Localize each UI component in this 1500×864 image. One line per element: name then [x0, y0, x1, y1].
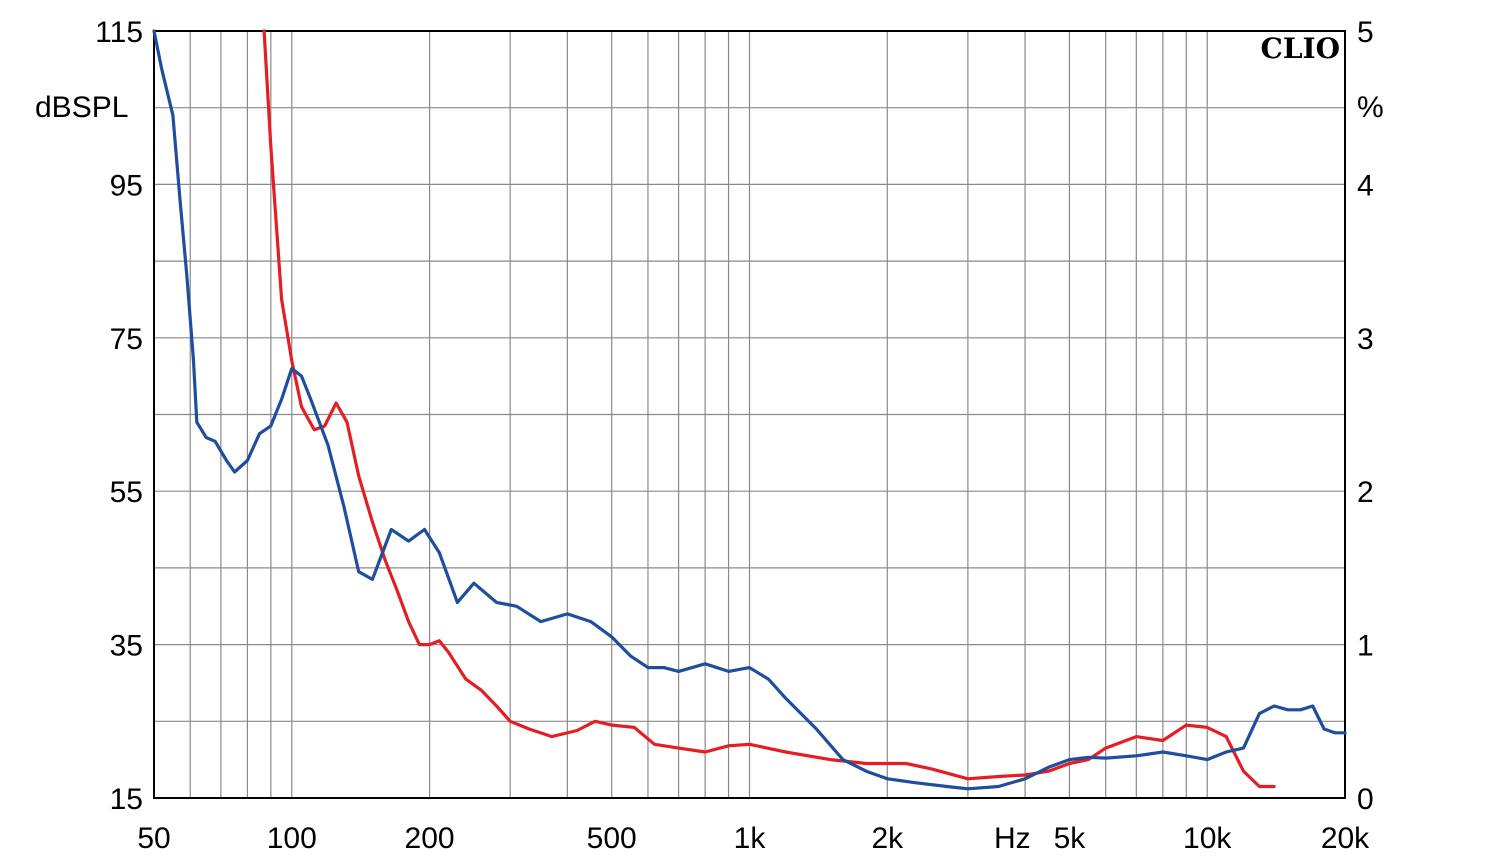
right-tick-label: 3: [1357, 323, 1374, 356]
x-axis-unit: Hz: [994, 822, 1031, 855]
left-tick-label: 95: [110, 169, 143, 202]
plot-frame: [153, 30, 1346, 799]
right-tick-label: 2: [1357, 476, 1374, 509]
x-axis-ticks: 50 100 200 500 1k 2k 5k 10k 20k: [137, 822, 1370, 855]
right-tick-label: 4: [1357, 169, 1374, 202]
series-line-1: [262, 29, 1276, 789]
x-tick-label: 2k: [871, 822, 904, 855]
x-tick-label: 20k: [1321, 822, 1370, 855]
left-tick-label: 35: [110, 630, 143, 663]
major-gridlines: [154, 107, 1345, 722]
left-tick-label: 115: [95, 16, 143, 49]
series-line-2: [152, 29, 1347, 791]
right-axis-ticks: 5 4 3 2 1 0: [1357, 16, 1374, 816]
right-tick-label: 5: [1357, 16, 1374, 49]
left-tick-label: 55: [110, 476, 143, 509]
clio-brand-logo: CLIO: [1261, 32, 1340, 65]
x-tick-label: 1k: [734, 822, 767, 855]
series-layer: [152, 29, 1347, 791]
left-axis-ticks: 115 95 75 55 35 15: [95, 16, 143, 816]
right-axis-unit: %: [1357, 91, 1384, 124]
right-tick-label: 1: [1357, 630, 1374, 663]
x-tick-label: 500: [587, 822, 637, 855]
x-tick-label: 50: [137, 822, 170, 855]
x-tick-label: 10k: [1183, 822, 1232, 855]
left-axis-unit: dBSPL: [35, 91, 128, 124]
left-tick-label: 15: [110, 783, 143, 816]
right-tick-label: 0: [1357, 783, 1374, 816]
x-tick-label: 5k: [1054, 822, 1087, 855]
x-tick-label: 200: [405, 822, 455, 855]
left-tick-label: 75: [110, 323, 143, 356]
x-tick-label: 100: [267, 822, 317, 855]
